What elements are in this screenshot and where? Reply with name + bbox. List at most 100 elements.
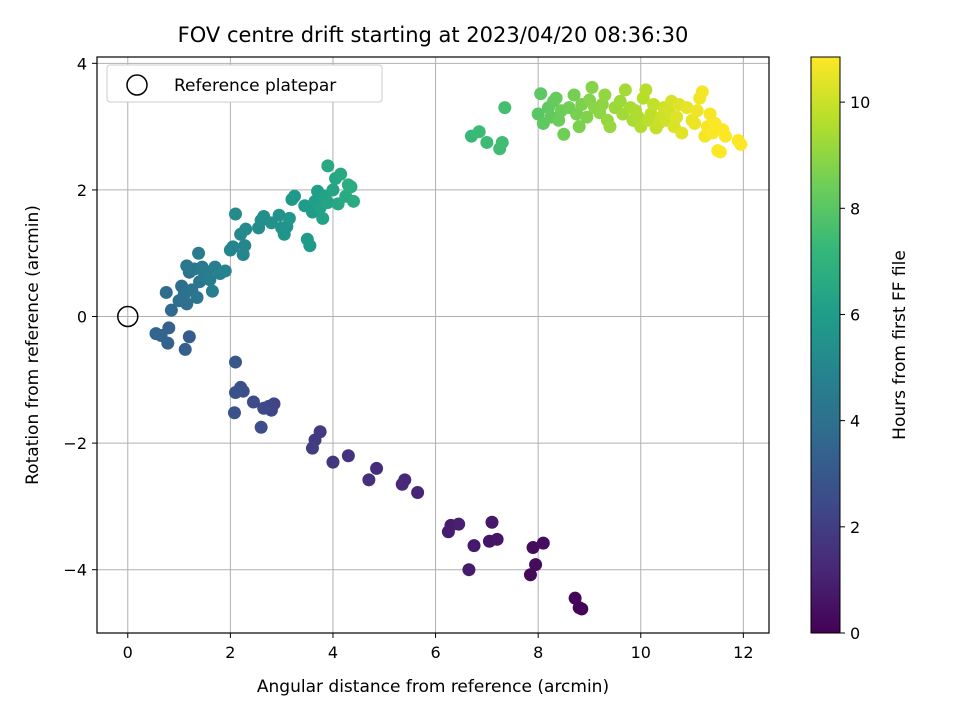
data-point xyxy=(472,125,486,139)
data-point xyxy=(246,395,260,409)
colorbar: 0 2 4 6 8 10 Hours from first FF file xyxy=(810,56,910,643)
data-point xyxy=(536,536,550,550)
data-point xyxy=(149,327,163,341)
data-point xyxy=(526,541,540,555)
data-point xyxy=(531,107,545,121)
data-point xyxy=(567,88,581,102)
data-point xyxy=(395,477,409,491)
data-point xyxy=(205,284,219,298)
data-point xyxy=(580,110,594,124)
colorbar-gradient xyxy=(810,56,841,634)
y-tick-label: 0 xyxy=(77,308,87,327)
data-point xyxy=(316,211,330,225)
data-point xyxy=(703,107,717,121)
data-point xyxy=(568,591,582,605)
y-tick-label: −4 xyxy=(63,561,87,580)
colorbar-tick-label: 0 xyxy=(850,624,860,643)
data-point xyxy=(462,563,476,577)
data-point xyxy=(164,303,178,317)
data-point xyxy=(613,94,627,108)
data-point xyxy=(575,602,589,616)
x-tick-label: 6 xyxy=(430,643,440,662)
data-point xyxy=(326,455,340,469)
x-tick-label: 10 xyxy=(631,643,651,662)
data-point xyxy=(441,525,455,539)
x-tick-label: 4 xyxy=(328,643,338,662)
x-axis-ticks: 0 2 4 6 8 10 12 xyxy=(123,633,754,662)
y-tick-label: −2 xyxy=(63,434,87,453)
data-point xyxy=(321,196,335,210)
data-point xyxy=(178,342,192,356)
y-axis-label: Rotation from reference (arcmin) xyxy=(23,205,43,485)
data-point xyxy=(238,239,252,253)
legend-entry-reference: Reference platepar xyxy=(174,76,336,96)
data-point xyxy=(321,159,335,173)
data-point xyxy=(490,532,504,546)
data-point xyxy=(190,291,204,305)
x-tick-label: 12 xyxy=(733,643,753,662)
data-point xyxy=(229,355,243,369)
x-tick-label: 0 xyxy=(123,643,133,662)
chart-title: FOV centre drift starting at 2023/04/20 … xyxy=(178,23,689,47)
data-point xyxy=(272,208,286,222)
data-point xyxy=(485,515,499,529)
colorbar-tick-label: 8 xyxy=(850,199,860,218)
data-point xyxy=(334,167,348,181)
data-point xyxy=(480,135,494,149)
data-point xyxy=(203,273,217,287)
y-tick-label: 4 xyxy=(77,54,87,73)
data-point xyxy=(618,83,632,97)
data-points xyxy=(149,80,748,616)
data-point xyxy=(227,406,241,420)
data-point xyxy=(529,558,543,572)
data-point xyxy=(362,473,376,487)
colorbar-tick-label: 10 xyxy=(850,93,870,112)
reference-marker xyxy=(117,305,139,328)
colorbar-tick-label: 6 xyxy=(850,305,860,324)
data-point xyxy=(229,207,243,221)
data-point xyxy=(326,183,340,197)
grid-lines xyxy=(97,57,769,633)
plot-frame xyxy=(96,56,770,634)
data-point xyxy=(226,240,240,254)
data-point xyxy=(670,110,684,124)
data-point xyxy=(523,568,537,582)
data-point xyxy=(341,178,355,192)
data-point xyxy=(713,145,727,159)
data-point xyxy=(218,264,232,278)
x-tick-label: 2 xyxy=(225,643,235,662)
data-point xyxy=(411,485,425,499)
data-point xyxy=(549,91,563,105)
data-point xyxy=(534,87,548,101)
data-point xyxy=(690,104,704,118)
data-point xyxy=(239,222,253,236)
y-tick-label: 2 xyxy=(77,181,87,200)
y-axis-ticks: −4 −2 0 2 4 xyxy=(63,54,97,580)
data-point xyxy=(639,83,653,97)
colorbar-tick-label: 4 xyxy=(850,412,860,431)
data-point xyxy=(192,246,206,260)
data-point xyxy=(598,88,612,102)
data-point xyxy=(229,385,243,399)
data-point xyxy=(695,85,709,99)
data-point xyxy=(370,461,384,475)
data-point xyxy=(585,80,599,94)
data-point xyxy=(675,126,689,140)
data-point xyxy=(257,401,271,415)
x-tick-label: 8 xyxy=(533,643,543,662)
colorbar-label: Hours from first FF file xyxy=(890,250,910,440)
legend: Reference platepar xyxy=(106,64,383,103)
data-point xyxy=(495,135,509,149)
data-point xyxy=(647,97,661,111)
data-point xyxy=(572,120,586,134)
data-point xyxy=(287,189,301,203)
data-point xyxy=(254,420,268,434)
data-point xyxy=(159,285,173,299)
data-point xyxy=(452,517,466,531)
data-point xyxy=(182,330,196,344)
data-point xyxy=(303,239,317,253)
data-point xyxy=(734,137,748,151)
data-point xyxy=(467,539,481,553)
data-point xyxy=(282,211,296,225)
